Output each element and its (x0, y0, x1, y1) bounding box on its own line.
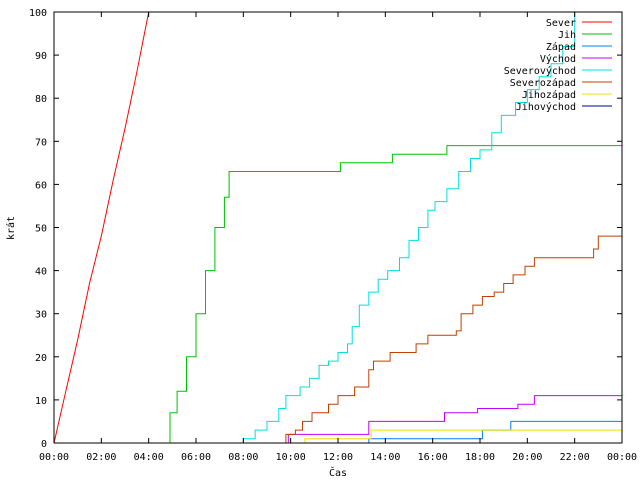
legend-label-3: Východ (540, 53, 576, 65)
y-tick-label: 50 (35, 224, 47, 235)
y-tick-label: 100 (29, 8, 47, 19)
y-tick-label: 80 (35, 94, 47, 105)
series-line-6 (302, 429, 622, 443)
legend-label-5: Severozápad (510, 77, 576, 89)
x-tick-label: 12:00 (323, 452, 353, 463)
tick-layer: 00:00 02:00 04:00 06:00 08:00 10:00 12:00 14:00… (29, 8, 637, 463)
series-line-4 (241, 12, 576, 443)
legend-label-7: Jihovýchod (516, 101, 576, 113)
legend-label-2: Západ (546, 41, 576, 53)
legend: SeverJihZápadVýchodSeverovýchodSeverozáp… (504, 18, 612, 113)
x-tick-label: 16:00 (418, 452, 448, 463)
x-tick-label: 08:00 (228, 452, 258, 463)
y-tick-label: 60 (35, 180, 47, 191)
x-tick-label: 06:00 (181, 452, 211, 463)
y-axis-title: krát (5, 216, 17, 240)
series-layer (54, 12, 622, 443)
legend-label-4: Severovýchod (504, 65, 576, 77)
x-tick-label: 00:00 (607, 452, 637, 463)
y-tick-label: 40 (35, 267, 47, 278)
x-tick-label: 04:00 (134, 452, 164, 463)
series-line-1 (165, 145, 622, 443)
series-line-0 (54, 12, 150, 443)
legend-label-6: Jihozápad (522, 89, 576, 101)
x-tick-label: 22:00 (560, 452, 590, 463)
y-tick-label: 20 (35, 353, 47, 364)
x-tick-label: 10:00 (276, 452, 306, 463)
y-tick-label: 10 (35, 396, 47, 407)
series-group (54, 12, 622, 443)
series-line-2 (356, 420, 622, 443)
x-tick-label: 14:00 (370, 452, 400, 463)
legend-label-1: Jih (558, 30, 576, 41)
series-line-5 (281, 235, 622, 443)
x-axis-title: Čas (329, 466, 347, 479)
x-tick-label: 00:00 (39, 452, 69, 463)
y-tick-label: 0 (41, 439, 47, 450)
x-tick-label: 18:00 (465, 452, 495, 463)
x-tick-label: 02:00 (86, 452, 116, 463)
y-tick-label: 70 (35, 137, 47, 148)
legend-label-0: Sever (546, 18, 576, 29)
y-tick-label: 30 (35, 310, 47, 321)
series-line-3 (285, 395, 622, 443)
y-tick-label: 90 (35, 51, 47, 62)
x-tick-label: 20:00 (512, 452, 542, 463)
